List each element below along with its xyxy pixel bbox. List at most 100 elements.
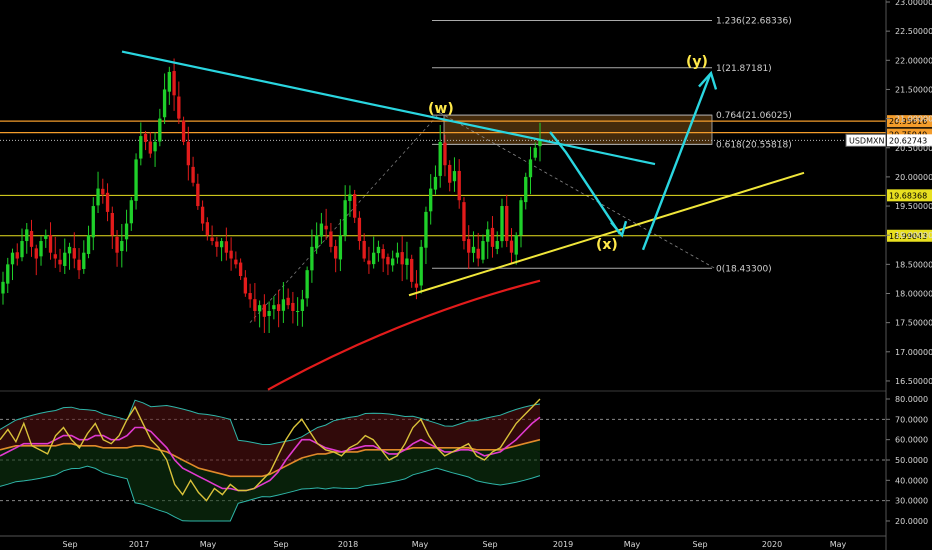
price-tag-box — [887, 134, 932, 147]
price-tag-label: 20.62743 — [889, 136, 927, 145]
price-tick-label: 18.00000 — [895, 290, 932, 299]
candle-body — [367, 260, 371, 265]
candle-body — [343, 200, 347, 236]
candle-body — [500, 206, 504, 242]
osc-tick-label: 80.0000 — [895, 395, 928, 404]
candle-body — [514, 235, 518, 255]
candle-body — [162, 89, 167, 118]
candle-body — [414, 283, 419, 288]
fibonacci-levels: 1.236(22.68336) 1(21.87181) 0.764(21.06025… — [249, 16, 792, 323]
time-axis-label: 2018 — [338, 540, 358, 549]
wave-label-y: (y) — [686, 54, 708, 70]
candle-body — [67, 246, 72, 254]
candle-body — [229, 250, 233, 259]
candle-body — [386, 256, 390, 265]
candle-body — [319, 223, 324, 237]
candle-body — [200, 206, 205, 224]
price-tick-label: 22.50000 — [895, 27, 932, 36]
candle-body — [1, 281, 5, 294]
candle-body — [134, 159, 138, 201]
arrowhead-down — [610, 220, 628, 238]
osc-tick-label: 20.0000 — [895, 517, 928, 526]
candle-body — [20, 241, 24, 258]
candle-body — [139, 136, 143, 159]
time-axis-label: May — [624, 540, 641, 549]
time-axis-label: 2017 — [129, 540, 149, 549]
candle-body — [82, 252, 86, 269]
candle-body — [295, 310, 300, 312]
candle-body — [333, 246, 338, 259]
candle-body — [205, 222, 210, 236]
candle-body — [300, 299, 305, 311]
candle-body — [467, 239, 471, 253]
fib-level-label: 0(18.43300) — [716, 264, 772, 274]
candle-body — [443, 142, 447, 166]
price-tick-label: 21.50000 — [895, 85, 932, 94]
candle-body — [72, 248, 76, 259]
candle-body — [196, 183, 200, 207]
fib-diagonal — [439, 112, 716, 269]
symbol-tag-label: USDMXN — [849, 136, 884, 145]
candle-body — [10, 252, 15, 265]
candle-body — [310, 246, 314, 271]
time-axis-label: Sep — [62, 540, 77, 549]
candle-body — [86, 235, 91, 254]
oscillator-series-line — [0, 438, 541, 478]
fib-level-label: 1(21.87181) — [716, 64, 772, 74]
candle-body — [400, 252, 404, 265]
candle-body — [533, 147, 537, 158]
candle-body — [262, 304, 267, 317]
candle-body — [96, 188, 100, 206]
price-tick-label: 16.50000 — [895, 377, 932, 386]
candle-body — [381, 249, 385, 259]
fib-level-label: 0.764(21.06025) — [716, 111, 792, 121]
candle-body — [391, 258, 395, 266]
oscillator-lines — [0, 398, 541, 502]
projection-arrow-up — [641, 74, 712, 251]
candle-body — [281, 299, 286, 311]
osc-tick-label: 40.0000 — [895, 476, 928, 485]
time-axis-label: Sep — [482, 540, 497, 549]
candle-body — [105, 192, 110, 212]
candle-body — [167, 71, 171, 92]
candle-body — [124, 223, 129, 240]
candle-body — [29, 230, 34, 247]
time-axis-label: 2019 — [553, 540, 573, 549]
oscillator-series-line — [0, 416, 541, 492]
candle-body — [224, 241, 229, 253]
fib-level-label: 0.618(20.55818) — [716, 140, 792, 150]
oscillator-bands — [0, 399, 541, 522]
wave-label-x: (x) — [596, 237, 618, 253]
candle-body — [191, 166, 195, 183]
oscillator-lower-band — [0, 465, 541, 522]
candle-body — [238, 262, 243, 277]
candle-body — [519, 200, 523, 236]
candle-body — [509, 240, 514, 253]
candle-body — [462, 202, 466, 242]
trendlines[interactable] — [121, 50, 805, 391]
candle-body — [115, 236, 119, 253]
candle-body — [257, 305, 262, 312]
candle-body — [48, 234, 53, 253]
candlestick-series — [1, 58, 542, 334]
price-tag-box — [887, 189, 932, 202]
candle-body — [324, 225, 328, 230]
candle-body — [120, 241, 124, 252]
candle-body — [25, 229, 29, 242]
candle-body — [286, 297, 290, 306]
candle-body — [110, 212, 114, 236]
candle-body — [248, 293, 252, 300]
price-tick-label: 19.50000 — [895, 202, 932, 211]
candle-body — [486, 229, 490, 242]
candle-body — [490, 227, 495, 247]
candle-body — [219, 241, 224, 248]
candle-body — [186, 141, 190, 166]
candle-body — [476, 248, 480, 259]
candle-body — [253, 299, 257, 311]
candle-body — [338, 235, 343, 260]
osc-tick-label: 70.0000 — [895, 415, 928, 424]
candle-body — [58, 259, 62, 265]
candle-body — [505, 205, 509, 242]
candle-body — [243, 277, 248, 294]
